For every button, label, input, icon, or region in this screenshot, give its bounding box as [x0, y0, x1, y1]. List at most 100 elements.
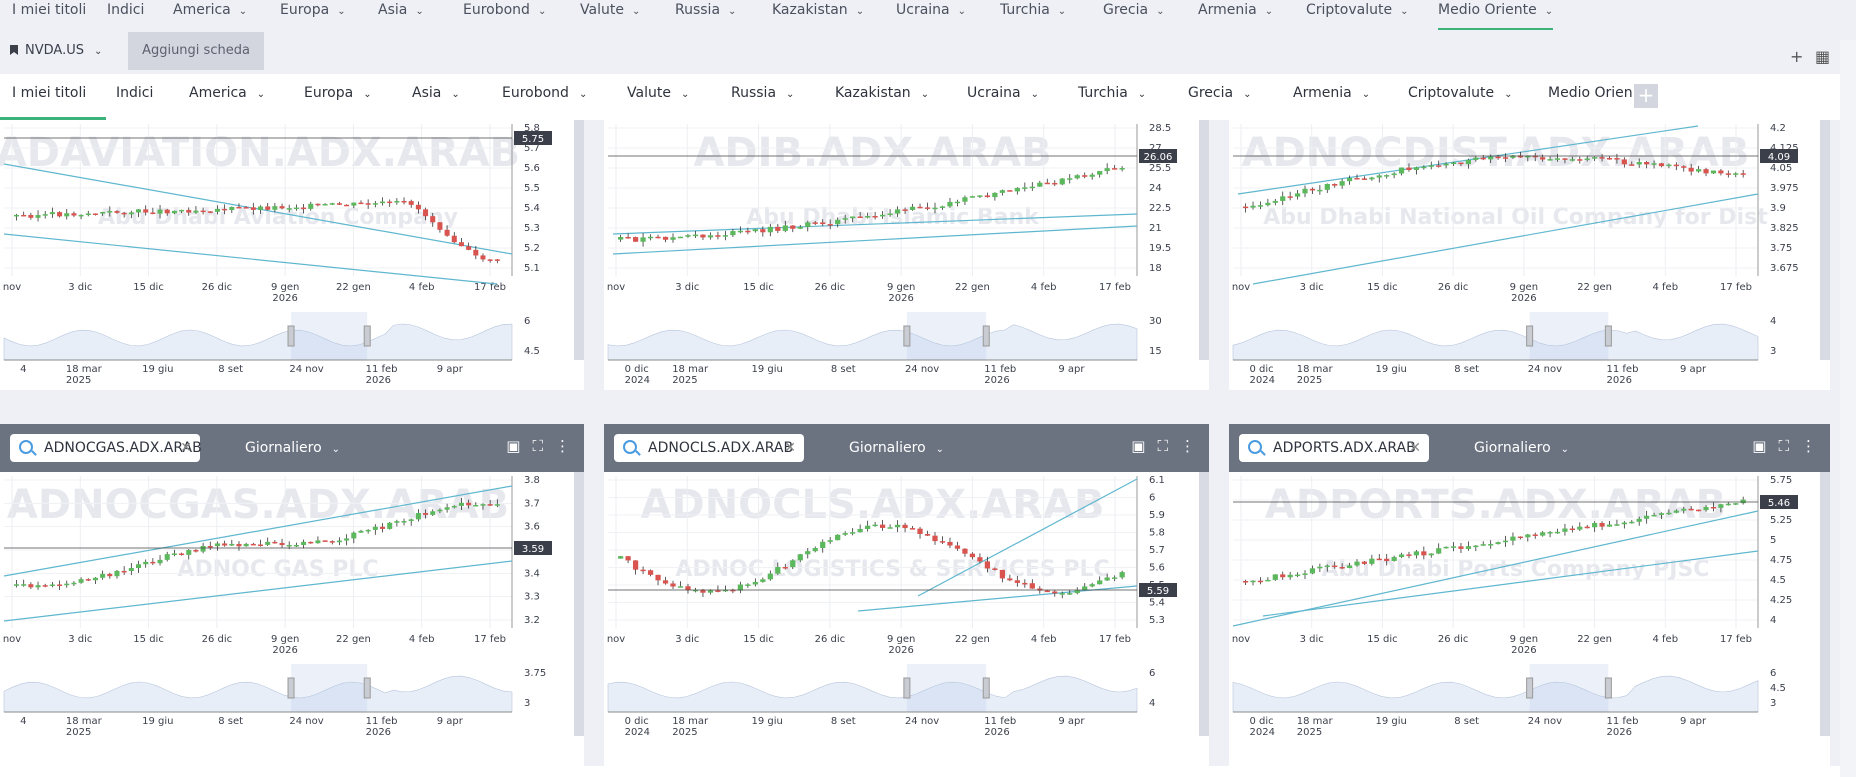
- top-nav-criptovalute[interactable]: Criptovalute ⌄: [1306, 0, 1408, 30]
- trend-line[interactable]: [3, 560, 513, 622]
- candlestick-chart[interactable]: ADNOCDIST.ADX.ARAB Abu Dhabi National Oil…: [1229, 120, 1830, 390]
- chart-panel[interactable]: ADAVIATION.ADX.ARAB Abu Dhabi Aviation Co…: [0, 120, 584, 390]
- navigator-selection[interactable]: [291, 664, 368, 712]
- chart-panel[interactable]: ADNOCGAS.ADX.ARAB ✕ Giornaliero ⌄ ▣ ⛶ ⋮ ADNOCGA…: [0, 424, 584, 766]
- candlestick-chart[interactable]: ADAVIATION.ADX.ARAB Abu Dhabi Aviation Co…: [0, 120, 584, 390]
- clear-icon[interactable]: ✕: [784, 440, 796, 456]
- navigator-area[interactable]: [1232, 675, 1759, 713]
- ticker-tab[interactable]: NVDA.US ⌄: [10, 38, 102, 64]
- category-indici[interactable]: Indici: [116, 74, 153, 120]
- top-nav-i-miei-titoli[interactable]: I miei titoli: [12, 0, 86, 30]
- top-nav-grecia[interactable]: Grecia ⌄: [1103, 0, 1164, 30]
- top-nav-america[interactable]: America ⌄: [173, 0, 247, 30]
- ticker-search-input[interactable]: ADNOCLS.ADX.ARAB ✕: [614, 434, 804, 462]
- navigator-handle[interactable]: [1526, 677, 1534, 699]
- category-turchia[interactable]: Turchia ⌄: [1078, 74, 1146, 120]
- category-europa[interactable]: Europa ⌄: [304, 74, 372, 120]
- category-armenia[interactable]: Armenia ⌄: [1293, 74, 1370, 120]
- top-nav-eurobond[interactable]: Eurobond ⌄: [463, 0, 546, 30]
- navigator-handle[interactable]: [1604, 325, 1612, 347]
- navigator-handle[interactable]: [287, 325, 295, 347]
- category-i-miei-titoli[interactable]: I miei titoli: [0, 74, 107, 120]
- navigator-selection[interactable]: [1529, 664, 1609, 712]
- candlestick-chart[interactable]: ADPORTS.ADX.ARAB Abu Dhabi Ports Company …: [1229, 424, 1830, 766]
- top-nav-europa[interactable]: Europa ⌄: [280, 0, 346, 30]
- navigator-handle[interactable]: [1526, 325, 1534, 347]
- category-eurobond[interactable]: Eurobond ⌄: [502, 74, 587, 120]
- top-nav-turchia[interactable]: Turchia ⌄: [1000, 0, 1066, 30]
- trend-line[interactable]: [1232, 510, 1759, 627]
- navigator-handle[interactable]: [1604, 677, 1612, 699]
- navigator-handle[interactable]: [982, 677, 990, 699]
- scrollbar[interactable]: [1820, 472, 1830, 736]
- plus-icon[interactable]: +: [1790, 47, 1804, 66]
- interval-select[interactable]: Giornaliero ⌄: [849, 434, 944, 462]
- candlestick-chart[interactable]: ADNOCLS.ADX.ARAB ADNOC LOGISTICS & SERVIC…: [604, 424, 1209, 766]
- navigator-handle[interactable]: [363, 325, 371, 347]
- navigator-handle[interactable]: [287, 677, 295, 699]
- image-icon[interactable]: ▣: [506, 437, 521, 455]
- category-grecia[interactable]: Grecia ⌄: [1188, 74, 1251, 120]
- fullscreen-icon[interactable]: ⛶: [1778, 437, 1789, 455]
- navigator-area[interactable]: [607, 675, 1138, 713]
- trend-line[interactable]: [612, 213, 1138, 235]
- top-nav-indici[interactable]: Indici: [107, 0, 144, 30]
- chevron-down-icon[interactable]: ⌄: [93, 46, 103, 57]
- scrollbar[interactable]: [1199, 472, 1209, 736]
- fullscreen-icon[interactable]: ⛶: [1157, 437, 1168, 455]
- navigator-area[interactable]: [3, 675, 513, 713]
- top-nav-kazakistan[interactable]: Kazakistan ⌄: [772, 0, 864, 30]
- category-criptovalute[interactable]: Criptovalute ⌄: [1408, 74, 1512, 120]
- scrollbar[interactable]: [1820, 120, 1830, 360]
- top-nav-valute[interactable]: Valute ⌄: [580, 0, 640, 30]
- top-nav-ucraina[interactable]: Ucraina ⌄: [896, 0, 966, 30]
- category-asia[interactable]: Asia ⌄: [412, 74, 460, 120]
- more-icon[interactable]: ⋮: [1180, 437, 1195, 455]
- chart-panel[interactable]: ADPORTS.ADX.ARAB ✕ Giornaliero ⌄ ▣ ⛶ ⋮ ADPORTS.…: [1229, 424, 1830, 766]
- more-icon[interactable]: ⋮: [1801, 437, 1816, 455]
- category-valute[interactable]: Valute ⌄: [627, 74, 689, 120]
- top-nav-asia[interactable]: Asia ⌄: [378, 0, 424, 30]
- fullscreen-icon[interactable]: ⛶: [532, 437, 543, 455]
- top-nav-armenia[interactable]: Armenia ⌄: [1198, 0, 1273, 30]
- navigator-area[interactable]: [607, 323, 1138, 361]
- category-america[interactable]: America ⌄: [189, 74, 265, 120]
- top-nav-russia[interactable]: Russia ⌄: [675, 0, 736, 30]
- category-medio-orien[interactable]: Medio Orien: [1548, 74, 1633, 120]
- navigator-selection[interactable]: [906, 664, 987, 712]
- trend-line[interactable]: [612, 225, 1138, 255]
- category-ucraina[interactable]: Ucraina ⌄: [967, 74, 1039, 120]
- chart-panel[interactable]: ADNOCLS.ADX.ARAB ✕ Giornaliero ⌄ ▣ ⛶ ⋮ ADNOCLS.…: [604, 424, 1209, 766]
- chart-panel[interactable]: ADNOCDIST.ADX.ARAB Abu Dhabi National Oil…: [1229, 120, 1830, 390]
- navigator-selection[interactable]: [906, 312, 987, 360]
- navigator-area[interactable]: [1232, 323, 1759, 361]
- image-icon[interactable]: ▣: [1752, 437, 1767, 455]
- scrollbar[interactable]: [574, 472, 584, 736]
- add-tab-button[interactable]: Aggiungi scheda: [128, 32, 264, 70]
- trend-line[interactable]: [1262, 550, 1759, 617]
- candlestick-chart[interactable]: ADNOCGAS.ADX.ARAB ADNOC GAS PLC nov 3 dic 15…: [0, 424, 584, 766]
- navigator-handle[interactable]: [903, 325, 911, 347]
- top-nav-medio-oriente[interactable]: Medio Oriente ⌄: [1438, 0, 1554, 30]
- image-icon[interactable]: ▣: [1131, 437, 1146, 455]
- chart-panel[interactable]: ADIB.ADX.ARAB Abu Dhabi Islamic Bank nov 3 …: [604, 120, 1209, 390]
- category-kazakistan[interactable]: Kazakistan ⌄: [835, 74, 929, 120]
- scrollbar[interactable]: [1199, 120, 1209, 360]
- navigator-selection[interactable]: [291, 312, 368, 360]
- trend-line[interactable]: [1252, 193, 1759, 285]
- navigator-handle[interactable]: [903, 677, 911, 699]
- more-icon[interactable]: ⋮: [555, 437, 570, 455]
- interval-select[interactable]: Giornaliero ⌄: [245, 434, 340, 462]
- clear-icon[interactable]: ✕: [180, 440, 192, 456]
- ticker-search-input[interactable]: ADNOCGAS.ADX.ARAB ✕: [10, 434, 202, 462]
- trend-line[interactable]: [3, 485, 513, 577]
- trend-line[interactable]: [3, 233, 498, 285]
- scrollbar[interactable]: [574, 120, 584, 360]
- navigator-area[interactable]: [3, 323, 513, 361]
- grid-icon[interactable]: ▦: [1815, 47, 1831, 66]
- add-category-button[interactable]: +: [1634, 84, 1658, 108]
- navigator-handle[interactable]: [363, 677, 371, 699]
- ticker-search-input[interactable]: ADPORTS.ADX.ARAB ✕: [1239, 434, 1429, 462]
- trend-line[interactable]: [917, 478, 1138, 597]
